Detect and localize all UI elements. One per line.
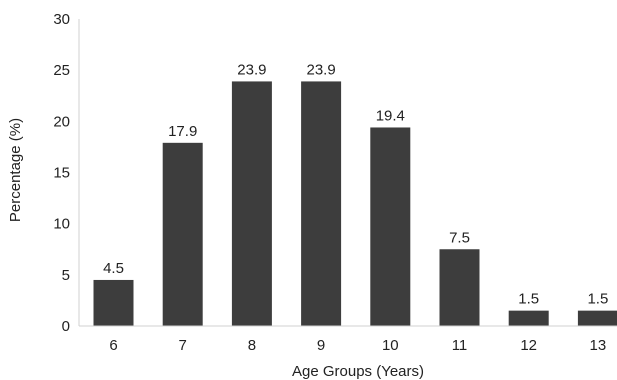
y-axis: 0 5 10 15 20 25 30 xyxy=(53,11,80,335)
bar-10 xyxy=(370,127,411,327)
bar-11 xyxy=(439,249,480,326)
x-axis-title: Age Groups (Years) xyxy=(292,363,424,380)
x-tick-label-9: 9 xyxy=(317,337,325,354)
data-label-13: 1.5 xyxy=(587,291,608,308)
y-tick-label: 10 xyxy=(53,216,70,233)
y-tick-label: 5 xyxy=(62,267,70,284)
y-tick-label: 0 xyxy=(62,318,70,335)
bar-8 xyxy=(231,81,272,326)
bars: 4.5 17.9 23.9 23.9 19.4 7.5 1.5 1.5 xyxy=(93,61,617,327)
bar-9 xyxy=(301,81,342,326)
bar-7 xyxy=(162,142,203,326)
y-tick-label: 25 xyxy=(53,62,70,79)
x-tick-label-11: 11 xyxy=(452,337,468,354)
data-label-12: 1.5 xyxy=(518,291,539,308)
x-tick-label-8: 8 xyxy=(248,337,256,354)
x-tick-label-7: 7 xyxy=(179,337,187,354)
x-tick-label-12: 12 xyxy=(520,337,537,354)
y-tick-label: 15 xyxy=(53,165,70,182)
x-tick-label-10: 10 xyxy=(382,337,399,354)
bar-13 xyxy=(577,310,617,326)
data-label-7: 17.9 xyxy=(168,123,197,140)
x-tick-label-13: 13 xyxy=(590,337,607,354)
data-label-9: 23.9 xyxy=(306,61,335,78)
bar-6 xyxy=(93,279,134,326)
data-label-8: 23.9 xyxy=(237,61,266,78)
y-tick-label: 20 xyxy=(53,113,70,130)
y-axis-title: Percentage (%) xyxy=(7,118,24,222)
data-label-11: 7.5 xyxy=(449,229,470,246)
x-axis: 6 7 8 9 10 11 12 13 xyxy=(79,325,617,354)
x-tick-label-6: 6 xyxy=(109,337,117,354)
data-label-10: 19.4 xyxy=(376,107,405,124)
data-label-6: 4.5 xyxy=(103,260,124,277)
bar-12 xyxy=(508,310,549,326)
y-tick-label: 30 xyxy=(53,11,70,28)
